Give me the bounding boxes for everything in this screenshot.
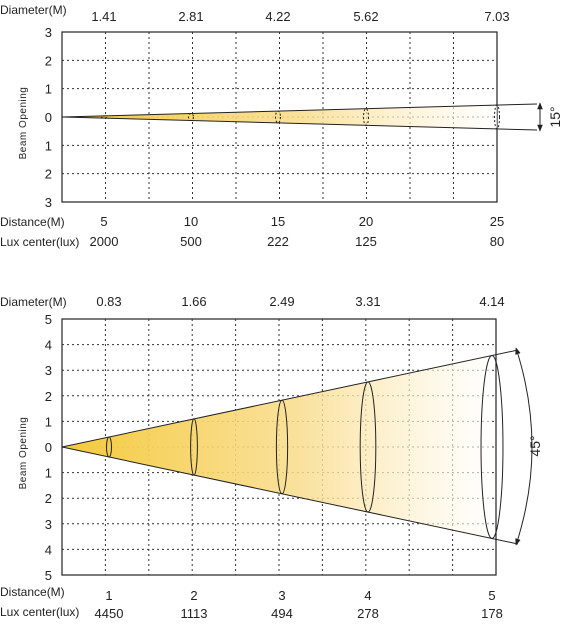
lux-label: Lux center(lux): [0, 605, 79, 619]
angle-arrow: [515, 347, 533, 546]
beam-angle-label: 15°: [547, 106, 563, 127]
diameter-value: 2.49: [269, 294, 294, 309]
distance-value: 15: [271, 214, 285, 229]
distance-value: 1: [105, 588, 112, 603]
distance-value: 20: [359, 214, 373, 229]
y-tick-label: 4: [45, 542, 52, 557]
lux-value: 125: [355, 234, 377, 249]
diameter-value: 5.62: [353, 9, 378, 24]
lux-value: 80: [490, 234, 504, 249]
y-tick-label: 3: [45, 25, 52, 40]
lux-value: 494: [271, 606, 293, 621]
diameter-value: 7.03: [484, 9, 509, 24]
y-tick-label: 3: [45, 363, 52, 378]
y-tick-label: 1: [45, 466, 52, 481]
beam-cross-section: [101, 115, 107, 119]
beam-cross-section: [494, 104, 500, 130]
diameter-value: 0.83: [96, 294, 121, 309]
beam-fill: [62, 105, 497, 129]
beam-cross-section: [188, 112, 194, 122]
lux-value: 222: [267, 234, 289, 249]
lux-value: 1113: [181, 606, 208, 621]
y-tick-label: 1: [45, 138, 52, 153]
lux-label: Lux center(lux): [0, 235, 79, 249]
y-axis-label: Beam Opening: [18, 87, 29, 160]
beam-cross-section: [275, 110, 281, 124]
distance-value: 4: [364, 588, 371, 603]
distance-value: 10: [184, 214, 198, 229]
diameter-value: 1.66: [181, 294, 206, 309]
y-tick-label: 1: [45, 414, 52, 429]
distance-label: Distance(M): [0, 215, 65, 229]
beam-angle-label: 45°: [527, 435, 543, 456]
distance-value: 5: [100, 214, 107, 229]
y-tick-label: 5: [45, 312, 52, 327]
diagram-beam-45: Diameter(M) 0.83 1.66 2.49 3.31 4.14 5 4 3 2 1 0 1 2 3…: [0, 294, 543, 621]
beam-fill: [62, 355, 492, 539]
diameter-value: 3.31: [355, 294, 380, 309]
diameter-label: Diameter(M): [0, 295, 67, 309]
y-tick-label: 1: [45, 82, 52, 97]
y-tick-label: 4: [45, 338, 52, 353]
diameter-value: 2.81: [178, 9, 203, 24]
beam-cross-section: [275, 399, 289, 495]
y-tick-label: 2: [45, 53, 52, 68]
lux-value: 4450: [95, 606, 124, 621]
beam-cross-section: [359, 381, 377, 513]
beam-edge-lower: [61, 116, 538, 131]
y-tick-label: 2: [45, 167, 52, 182]
y-tick-label: 3: [45, 195, 52, 210]
distance-label: Distance(M): [0, 585, 65, 599]
distance-value: 3: [278, 588, 285, 603]
y-tick-label: 3: [45, 517, 52, 532]
y-tick-label: 2: [45, 491, 52, 506]
distance-value: 25: [490, 214, 504, 229]
y-tick-label: 2: [45, 389, 52, 404]
lux-value: 278: [357, 606, 379, 621]
lux-value: 2000: [90, 234, 119, 249]
diagram-beam-15: Diameter(M) 1.41 2.81 4.22 5.62 7.033210123Be…: [0, 3, 563, 249]
beam-edge-upper: [61, 349, 519, 448]
beam-cross-section: [480, 355, 504, 539]
diameter-value: 1.41: [91, 9, 116, 24]
diameter-value: 4.14: [479, 294, 504, 309]
y-axis-label: Beam Opening: [18, 417, 29, 490]
beam-cross-section: [363, 108, 369, 126]
y-tick-label: 5: [45, 568, 52, 583]
y-tick-label: 0: [45, 110, 52, 125]
beam-cross-section: [190, 418, 198, 476]
diameter-value: 4.22: [265, 9, 290, 24]
beam-cross-section: [106, 436, 112, 458]
y-tick-label: 0: [45, 440, 52, 455]
lux-value: 500: [180, 234, 202, 249]
beam-edge-upper: [61, 103, 538, 118]
distance-value: 2: [190, 588, 197, 603]
diameter-label: Diameter(M): [0, 3, 67, 17]
lux-value: 178: [481, 606, 503, 621]
distance-value: 5: [488, 588, 495, 603]
beam-edge-lower: [61, 446, 519, 545]
